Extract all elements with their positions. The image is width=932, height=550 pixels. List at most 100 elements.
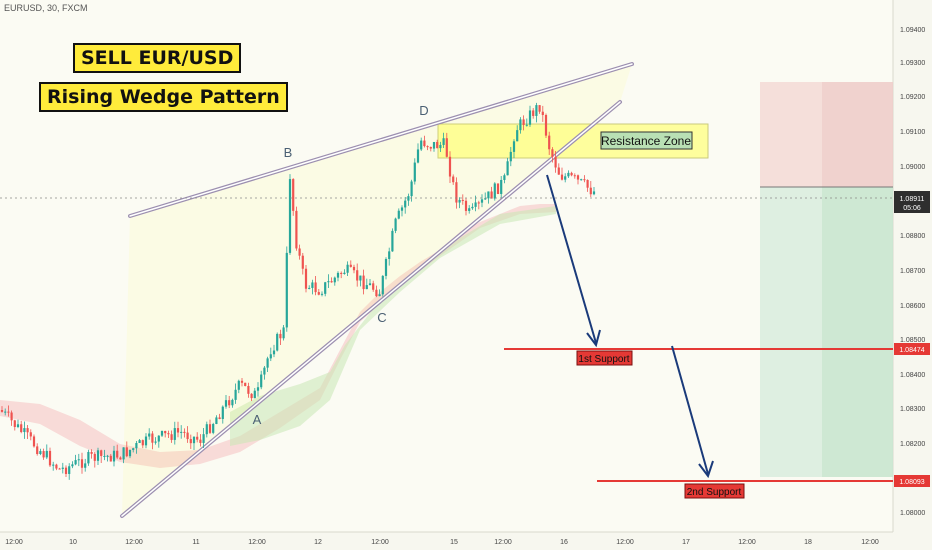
candle-body (301, 255, 304, 269)
candle-body (52, 464, 55, 466)
candle-body (448, 156, 452, 177)
candle-body (333, 277, 336, 283)
candle-body (365, 285, 368, 290)
candle-body (295, 210, 298, 249)
candle-body (266, 358, 269, 368)
candle-body (279, 333, 282, 339)
candle-body (583, 179, 586, 181)
support-2-price-badge (894, 475, 930, 487)
candle-body (164, 430, 167, 434)
point-label-c: C (377, 310, 386, 325)
candle-body (151, 433, 154, 443)
candle-body (356, 270, 359, 281)
candle-body (45, 450, 48, 458)
candle-body (77, 459, 80, 461)
candle-body (592, 191, 596, 195)
candle-body (186, 432, 189, 440)
candle-body (39, 451, 42, 454)
candle-body (74, 460, 77, 465)
candle-body (122, 447, 125, 460)
price-axis-panel (893, 0, 932, 550)
y-tick-1.09000: 1.09000 (900, 164, 925, 171)
candle-body (42, 451, 45, 458)
candle-body (509, 151, 512, 162)
candle-body (112, 450, 116, 462)
candle-body (426, 146, 429, 148)
candle-body (480, 199, 484, 203)
x-tick-13: 18 (804, 539, 812, 546)
x-tick-12: 12:00 (738, 539, 756, 546)
candle-body (346, 264, 349, 273)
candle-body (176, 428, 180, 433)
candle-body (487, 191, 490, 199)
candle-body (519, 119, 522, 131)
candle-body (224, 400, 228, 407)
x-tick-1: 10 (69, 539, 77, 546)
candle-body (144, 436, 148, 446)
candle-body (250, 393, 253, 399)
x-tick-10: 12:00 (616, 539, 634, 546)
x-tick-9: 16 (560, 539, 568, 546)
candle-body (276, 333, 279, 351)
candle-body (202, 434, 205, 443)
candle-body (183, 431, 186, 433)
candle-body (391, 230, 394, 252)
candle-body (32, 436, 36, 447)
candle-body (400, 207, 404, 211)
candle-body (589, 187, 592, 195)
candle-body (231, 399, 234, 406)
candle-body (541, 111, 544, 116)
candle-body (260, 374, 263, 388)
candle-body (544, 115, 548, 136)
candle-body (525, 124, 528, 126)
candle-body (330, 281, 333, 283)
x-tick-4: 12:00 (248, 539, 266, 546)
candle-body (394, 218, 397, 231)
candle-body (439, 144, 442, 149)
candle-body (378, 294, 381, 297)
candle-body (138, 440, 141, 444)
candle-body (208, 424, 212, 433)
support-1-price: 1.08474 (899, 347, 924, 354)
candle-body (80, 459, 84, 468)
candle-body (528, 110, 532, 125)
support-2-price: 1.08093 (899, 479, 924, 486)
candle-body (512, 141, 516, 152)
x-tick-2: 12:00 (125, 539, 143, 546)
arrow-to-second-support[interactable] (671, 345, 709, 475)
candle-body (458, 199, 461, 203)
candle-body (551, 149, 554, 157)
ichimoku-cloud-green (230, 206, 556, 446)
y-tick-1.08600: 1.08600 (900, 303, 925, 310)
candle-body (71, 464, 74, 467)
wedge-lower-line-inner (121, 101, 621, 517)
arrow-to-first-support[interactable] (546, 174, 597, 344)
candle-body (228, 400, 231, 406)
chart-title: SELL EUR/USD (73, 43, 242, 73)
candle-body (288, 179, 292, 253)
candle-body (100, 450, 103, 457)
candle-body (199, 439, 202, 443)
candle-body (442, 138, 445, 145)
candle-body (304, 268, 308, 289)
candle-body (0, 410, 4, 412)
candle-body (410, 181, 413, 197)
candle-body (452, 176, 455, 183)
candle-body (576, 175, 580, 180)
candle-body (240, 380, 244, 383)
candle-body (416, 149, 420, 163)
candle-body (167, 433, 170, 435)
resistance-zone-label: Resistance Zone (601, 134, 691, 148)
candle-body (87, 451, 90, 464)
x-tick-6: 12:00 (371, 539, 389, 546)
candle-body (580, 179, 583, 181)
candle-body (23, 428, 26, 433)
candle-body (308, 287, 311, 289)
candle-body (311, 282, 314, 288)
y-tick-1.08200: 1.08200 (900, 441, 925, 448)
candle-body (496, 183, 500, 194)
current-price-countdown: 05:06 (903, 205, 921, 212)
candle-body (263, 367, 266, 375)
candle-body (490, 191, 493, 199)
